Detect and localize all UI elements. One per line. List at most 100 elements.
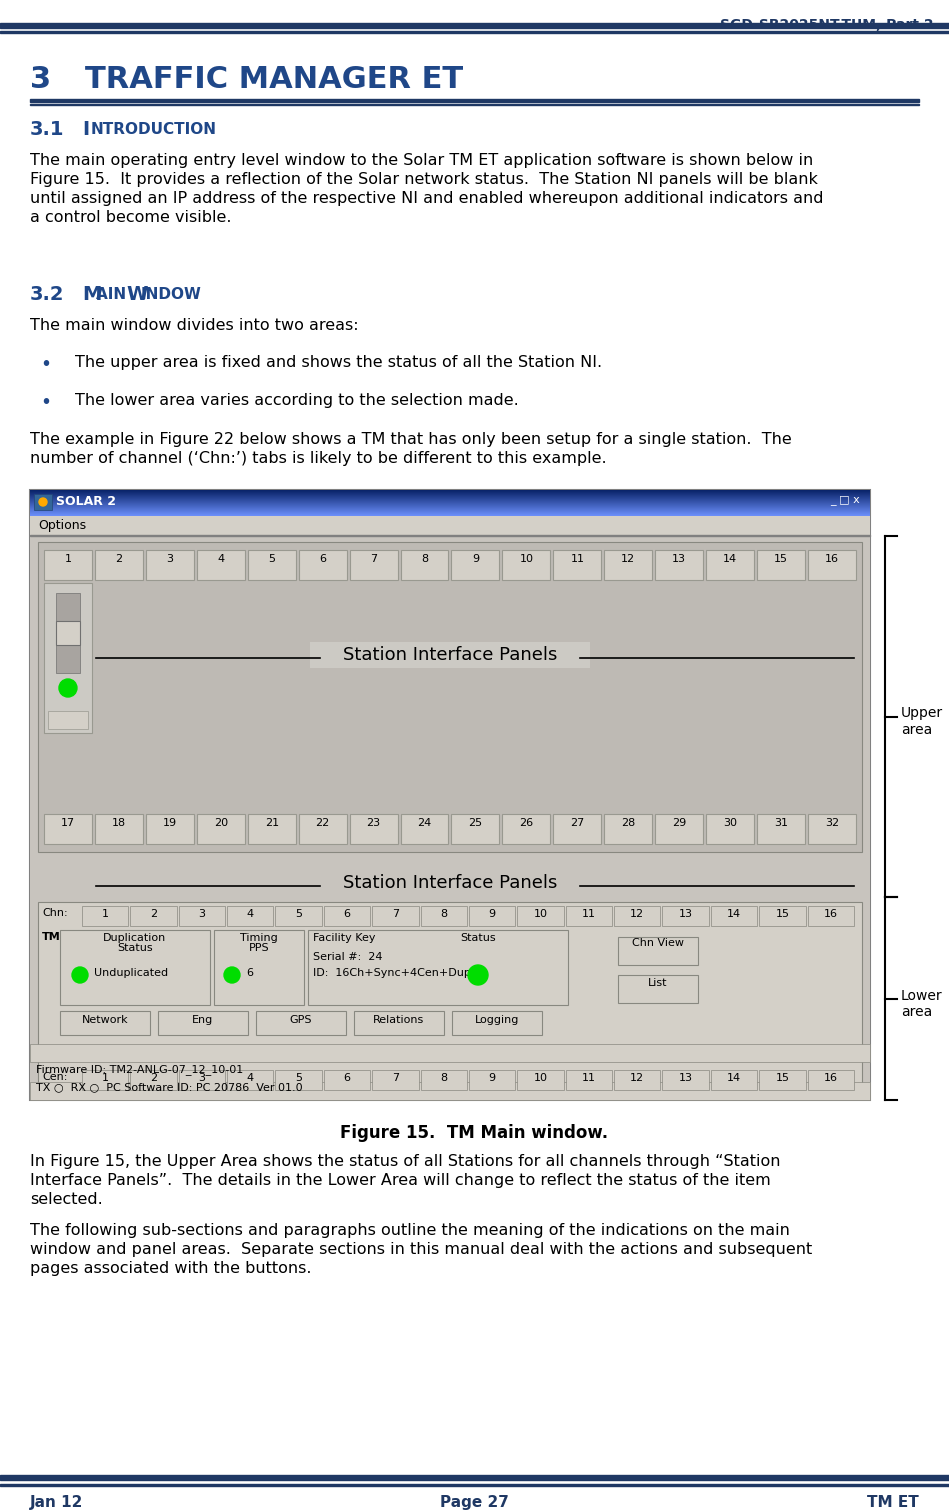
Text: 28: 28 (622, 817, 636, 828)
Text: W: W (126, 286, 147, 304)
Text: 32: 32 (825, 817, 839, 828)
Bar (711, 907, 757, 926)
Text: TM ET: TM ET (867, 1494, 919, 1509)
Text: 3.2: 3.2 (30, 286, 65, 304)
Text: Figure 15.  It provides a reflection of the Solar network status.  The Station N: Figure 15. It provides a reflection of t… (30, 172, 818, 187)
Bar (30, 1082, 870, 1100)
Text: TX ○  RX ○  PC Software ID: PC 20786  Ver 01.0: TX ○ RX ○ PC Software ID: PC 20786 Ver 0… (36, 1082, 303, 1092)
Bar (146, 550, 194, 580)
Bar (757, 550, 805, 580)
Text: 5: 5 (295, 1073, 302, 1083)
Bar (808, 1070, 854, 1089)
Bar (372, 1070, 419, 1089)
Text: Serial #:  24: Serial #: 24 (313, 952, 382, 963)
Bar (248, 550, 296, 580)
Text: 18: 18 (112, 817, 126, 828)
Text: _ □ x: _ □ x (830, 496, 860, 505)
Bar (808, 907, 854, 926)
Text: 8: 8 (421, 555, 428, 564)
Bar (48, 712, 88, 728)
Bar (354, 1011, 444, 1035)
Bar (178, 1070, 225, 1089)
Text: List: List (648, 978, 668, 988)
Text: Chn:: Chn: (42, 908, 67, 919)
Bar (0, 1475, 949, 1479)
Bar (227, 907, 273, 926)
Text: 12: 12 (630, 910, 644, 919)
Bar (605, 814, 652, 845)
Bar (614, 1070, 661, 1089)
Text: NTRODUCTION: NTRODUCTION (91, 122, 217, 138)
Text: 6: 6 (246, 969, 253, 978)
Bar (706, 550, 754, 580)
Bar (256, 1011, 346, 1035)
Text: The lower area varies according to the selection made.: The lower area varies according to the s… (75, 393, 519, 408)
Circle shape (224, 967, 240, 984)
Text: 19: 19 (163, 817, 177, 828)
Text: 22: 22 (315, 817, 330, 828)
Text: The example in Figure 22 below shows a TM that has only been setup for a single : The example in Figure 22 below shows a T… (30, 432, 791, 447)
Text: Status: Status (117, 943, 153, 953)
Text: 23: 23 (366, 817, 381, 828)
Text: 4: 4 (247, 910, 254, 919)
Text: 25: 25 (469, 817, 482, 828)
Text: 1: 1 (65, 555, 71, 564)
Text: 4: 4 (247, 1073, 254, 1083)
Bar (95, 814, 143, 845)
Bar (44, 550, 92, 580)
Bar (38, 542, 862, 852)
Bar (706, 814, 754, 845)
Text: AIN: AIN (96, 287, 131, 302)
Text: 7: 7 (392, 1073, 399, 1083)
Text: The following sub-sections and paragraphs outline the meaning of the indications: The following sub-sections and paragraph… (30, 1222, 790, 1238)
Text: 3: 3 (30, 65, 51, 94)
Text: Station Interface Panels: Station Interface Panels (343, 873, 557, 891)
Text: Eng: Eng (193, 1015, 214, 1024)
Bar (30, 490, 870, 1100)
Bar (227, 1070, 273, 1089)
Text: a control become visible.: a control become visible. (30, 210, 232, 225)
Circle shape (59, 678, 77, 697)
Text: 1: 1 (102, 1073, 109, 1083)
Text: 2: 2 (116, 555, 122, 564)
Bar (30, 100, 919, 103)
Text: 17: 17 (61, 817, 75, 828)
Text: 16: 16 (824, 1073, 838, 1083)
Bar (30, 1044, 870, 1062)
Bar (60, 1011, 150, 1035)
Bar (400, 814, 449, 845)
Bar (553, 814, 602, 845)
Bar (44, 583, 92, 733)
Bar (452, 814, 499, 845)
Bar (60, 929, 210, 1005)
Text: Timing: Timing (240, 932, 278, 943)
Bar (349, 550, 398, 580)
Text: selected.: selected. (30, 1192, 102, 1207)
Text: 3.1: 3.1 (30, 119, 65, 139)
Bar (130, 1070, 177, 1089)
Text: TM: TM (42, 932, 61, 941)
Bar (275, 1070, 322, 1089)
Bar (0, 23, 949, 29)
Bar (310, 870, 590, 896)
Bar (452, 550, 499, 580)
Text: pages associated with the buttons.: pages associated with the buttons. (30, 1262, 311, 1275)
Text: Chn View: Chn View (632, 938, 684, 947)
Bar (502, 814, 550, 845)
Text: 12: 12 (622, 555, 635, 564)
Bar (502, 550, 550, 580)
Text: ID:  16Ch+Sync+4Cen+Dup: ID: 16Ch+Sync+4Cen+Dup (313, 969, 471, 978)
Bar (420, 907, 467, 926)
Text: 13: 13 (679, 1073, 693, 1083)
Text: 3: 3 (198, 910, 205, 919)
Text: In Figure 15, the Upper Area shows the status of all Stations for all channels t: In Figure 15, the Upper Area shows the s… (30, 1154, 780, 1170)
Text: M: M (82, 286, 102, 304)
Bar (0, 32, 949, 33)
Text: 9: 9 (472, 555, 479, 564)
Text: Duplication: Duplication (103, 932, 167, 943)
Text: •: • (40, 393, 51, 413)
Bar (400, 550, 449, 580)
Text: 3: 3 (198, 1073, 205, 1083)
Text: 15: 15 (775, 910, 790, 919)
Text: 8: 8 (440, 910, 447, 919)
